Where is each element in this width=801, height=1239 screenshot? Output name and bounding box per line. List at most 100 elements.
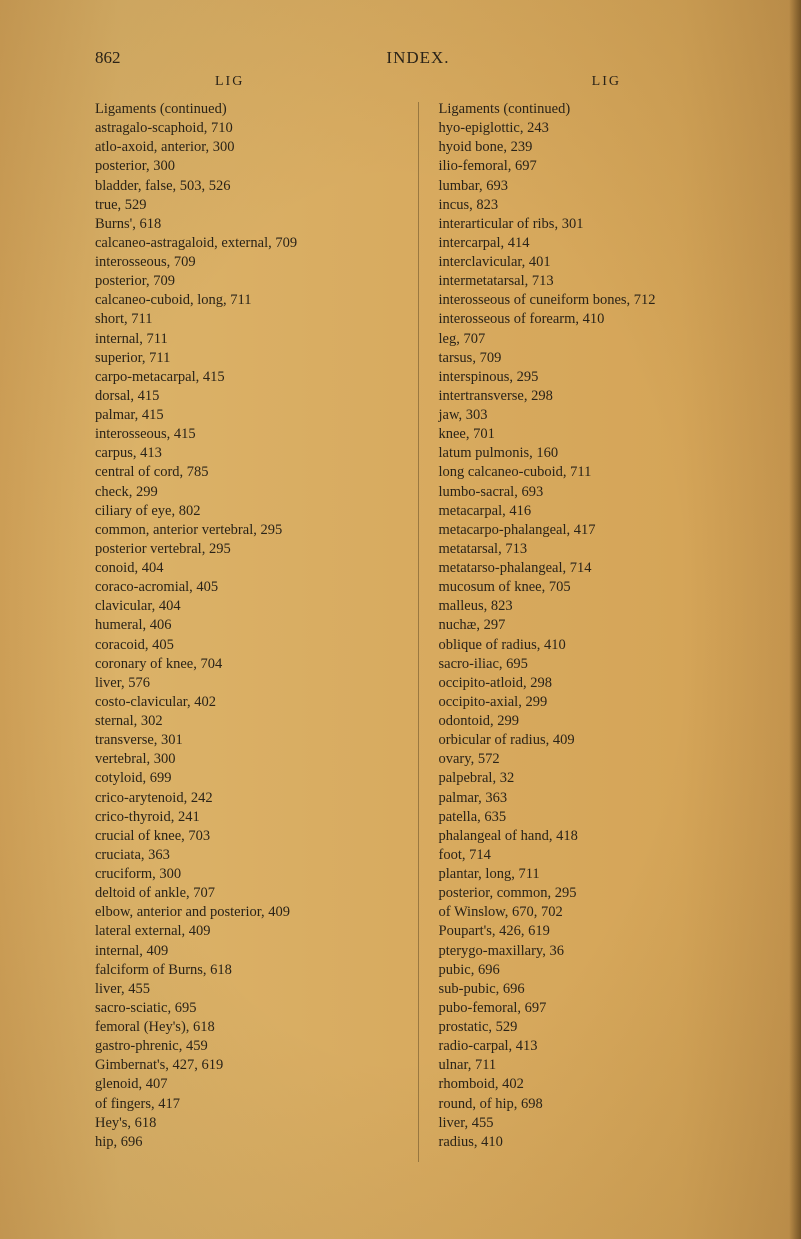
- index-entry: sternal, 302: [95, 712, 398, 731]
- index-entry: hyo-epiglottic, 243: [439, 119, 742, 138]
- index-entry: lateral external, 409: [95, 922, 398, 941]
- index-entry: clavicular, 404: [95, 597, 398, 616]
- index-entry: interosseous, 415: [95, 425, 398, 444]
- index-entry: malleus, 823: [439, 597, 742, 616]
- main-entry-right: Ligaments (continued): [439, 100, 742, 119]
- section-label-left: LIG: [95, 74, 244, 90]
- index-entry: bladder, false, 503, 526: [95, 177, 398, 196]
- index-entry: liver, 455: [95, 980, 398, 999]
- index-entry: calcaneo-cuboid, long, 711: [95, 291, 398, 310]
- index-entry: check, 299: [95, 483, 398, 502]
- index-entry: radio-carpal, 413: [439, 1037, 742, 1056]
- index-entry: Burns', 618: [95, 215, 398, 234]
- index-entry: posterior, common, 295: [439, 884, 742, 903]
- index-entry: sub-pubic, 696: [439, 980, 742, 999]
- index-entry: latum pulmonis, 160: [439, 444, 742, 463]
- index-entry: crico-thyroid, 241: [95, 808, 398, 827]
- index-entry: humeral, 406: [95, 616, 398, 635]
- index-entry: interosseous, 709: [95, 253, 398, 272]
- index-entry: sacro-sciatic, 695: [95, 999, 398, 1018]
- index-entry: palpebral, 32: [439, 769, 742, 788]
- index-entry: crico-arytenoid, 242: [95, 789, 398, 808]
- index-entry: Poupart's, 426, 619: [439, 922, 742, 941]
- index-entry: ulnar, 711: [439, 1056, 742, 1075]
- index-entry: incus, 823: [439, 196, 742, 215]
- index-entry: cruciata, 363: [95, 846, 398, 865]
- index-entry: lumbar, 693: [439, 177, 742, 196]
- page-number: 862: [95, 48, 121, 68]
- index-entry: intermetatarsal, 713: [439, 272, 742, 291]
- index-entry: oblique of radius, 410: [439, 636, 742, 655]
- index-entry: true, 529: [95, 196, 398, 215]
- index-entry: mucosum of knee, 705: [439, 578, 742, 597]
- index-entry: metatarso-phalangeal, 714: [439, 559, 742, 578]
- index-entry: patella, 635: [439, 808, 742, 827]
- index-entry: rhomboid, 402: [439, 1075, 742, 1094]
- section-label-right: LIG: [592, 74, 741, 90]
- index-entry: posterior vertebral, 295: [95, 540, 398, 559]
- index-entry: hip, 696: [95, 1133, 398, 1152]
- index-entry: of fingers, 417: [95, 1095, 398, 1114]
- index-entry: metatarsal, 713: [439, 540, 742, 559]
- column-left: Ligaments (continued) astragalo-scaphoid…: [95, 100, 398, 1162]
- index-entry: coronary of knee, 704: [95, 655, 398, 674]
- index-entry: sacro-iliac, 695: [439, 655, 742, 674]
- index-entry: costo-clavicular, 402: [95, 693, 398, 712]
- index-entry: of Winslow, 670, 702: [439, 903, 742, 922]
- index-entry: short, 711: [95, 310, 398, 329]
- index-entry: atlo-axoid, anterior, 300: [95, 138, 398, 157]
- index-entry: deltoid of ankle, 707: [95, 884, 398, 903]
- index-entry: common, anterior vertebral, 295: [95, 521, 398, 540]
- column-right: Ligaments (continued) hyo-epiglottic, 24…: [439, 100, 742, 1162]
- index-entry: occipito-atloid, 298: [439, 674, 742, 693]
- index-entry: ovary, 572: [439, 750, 742, 769]
- index-entry: plantar, long, 711: [439, 865, 742, 884]
- index-entry: interosseous of forearm, 410: [439, 310, 742, 329]
- section-row: LIG LIG: [95, 74, 741, 90]
- index-entry: liver, 455: [439, 1114, 742, 1133]
- index-entry: tarsus, 709: [439, 349, 742, 368]
- index-entry: occipito-axial, 299: [439, 693, 742, 712]
- index-entry: superior, 711: [95, 349, 398, 368]
- index-entry: liver, 576: [95, 674, 398, 693]
- index-entry: dorsal, 415: [95, 387, 398, 406]
- index-entry: glenoid, 407: [95, 1075, 398, 1094]
- index-entry: pubic, 696: [439, 961, 742, 980]
- columns: Ligaments (continued) astragalo-scaphoid…: [95, 100, 741, 1162]
- page-scan: 862 INDEX. 000 LIG LIG Ligaments (contin…: [0, 0, 801, 1239]
- index-entry: pterygo-maxillary, 36: [439, 942, 742, 961]
- index-entry: foot, 714: [439, 846, 742, 865]
- index-entry: interclavicular, 401: [439, 253, 742, 272]
- index-entry: elbow, anterior and posterior, 409: [95, 903, 398, 922]
- index-entry: nuchæ, 297: [439, 616, 742, 635]
- index-entry: conoid, 404: [95, 559, 398, 578]
- index-entry: interosseous of cuneiform bones, 712: [439, 291, 742, 310]
- index-entry: transverse, 301: [95, 731, 398, 750]
- index-entry: vertebral, 300: [95, 750, 398, 769]
- index-entry: intertransverse, 298: [439, 387, 742, 406]
- index-entry: crucial of knee, 703: [95, 827, 398, 846]
- index-entry: metacarpo-phalangeal, 417: [439, 521, 742, 540]
- page-right-edge: [789, 0, 801, 1239]
- index-title: INDEX.: [386, 48, 449, 68]
- main-entry-left: Ligaments (continued): [95, 100, 398, 119]
- index-entry: carpus, 413: [95, 444, 398, 463]
- index-entry: round, of hip, 698: [439, 1095, 742, 1114]
- index-entry: coraco-acromial, 405: [95, 578, 398, 597]
- index-entry: knee, 701: [439, 425, 742, 444]
- index-entry: interspinous, 295: [439, 368, 742, 387]
- index-entry: leg, 707: [439, 330, 742, 349]
- index-entry: posterior, 300: [95, 157, 398, 176]
- index-entry: lumbo-sacral, 693: [439, 483, 742, 502]
- index-entry: cruciform, 300: [95, 865, 398, 884]
- index-entry: astragalo-scaphoid, 710: [95, 119, 398, 138]
- header-row: 862 INDEX. 000: [95, 48, 741, 68]
- index-entry: intercarpal, 414: [439, 234, 742, 253]
- index-entry: palmar, 415: [95, 406, 398, 425]
- index-entry: hyoid bone, 239: [439, 138, 742, 157]
- index-entry: palmar, 363: [439, 789, 742, 808]
- column-separator: [418, 102, 419, 1162]
- index-entry: Hey's, 618: [95, 1114, 398, 1133]
- index-entry: long calcaneo-cuboid, 711: [439, 463, 742, 482]
- index-entry: internal, 409: [95, 942, 398, 961]
